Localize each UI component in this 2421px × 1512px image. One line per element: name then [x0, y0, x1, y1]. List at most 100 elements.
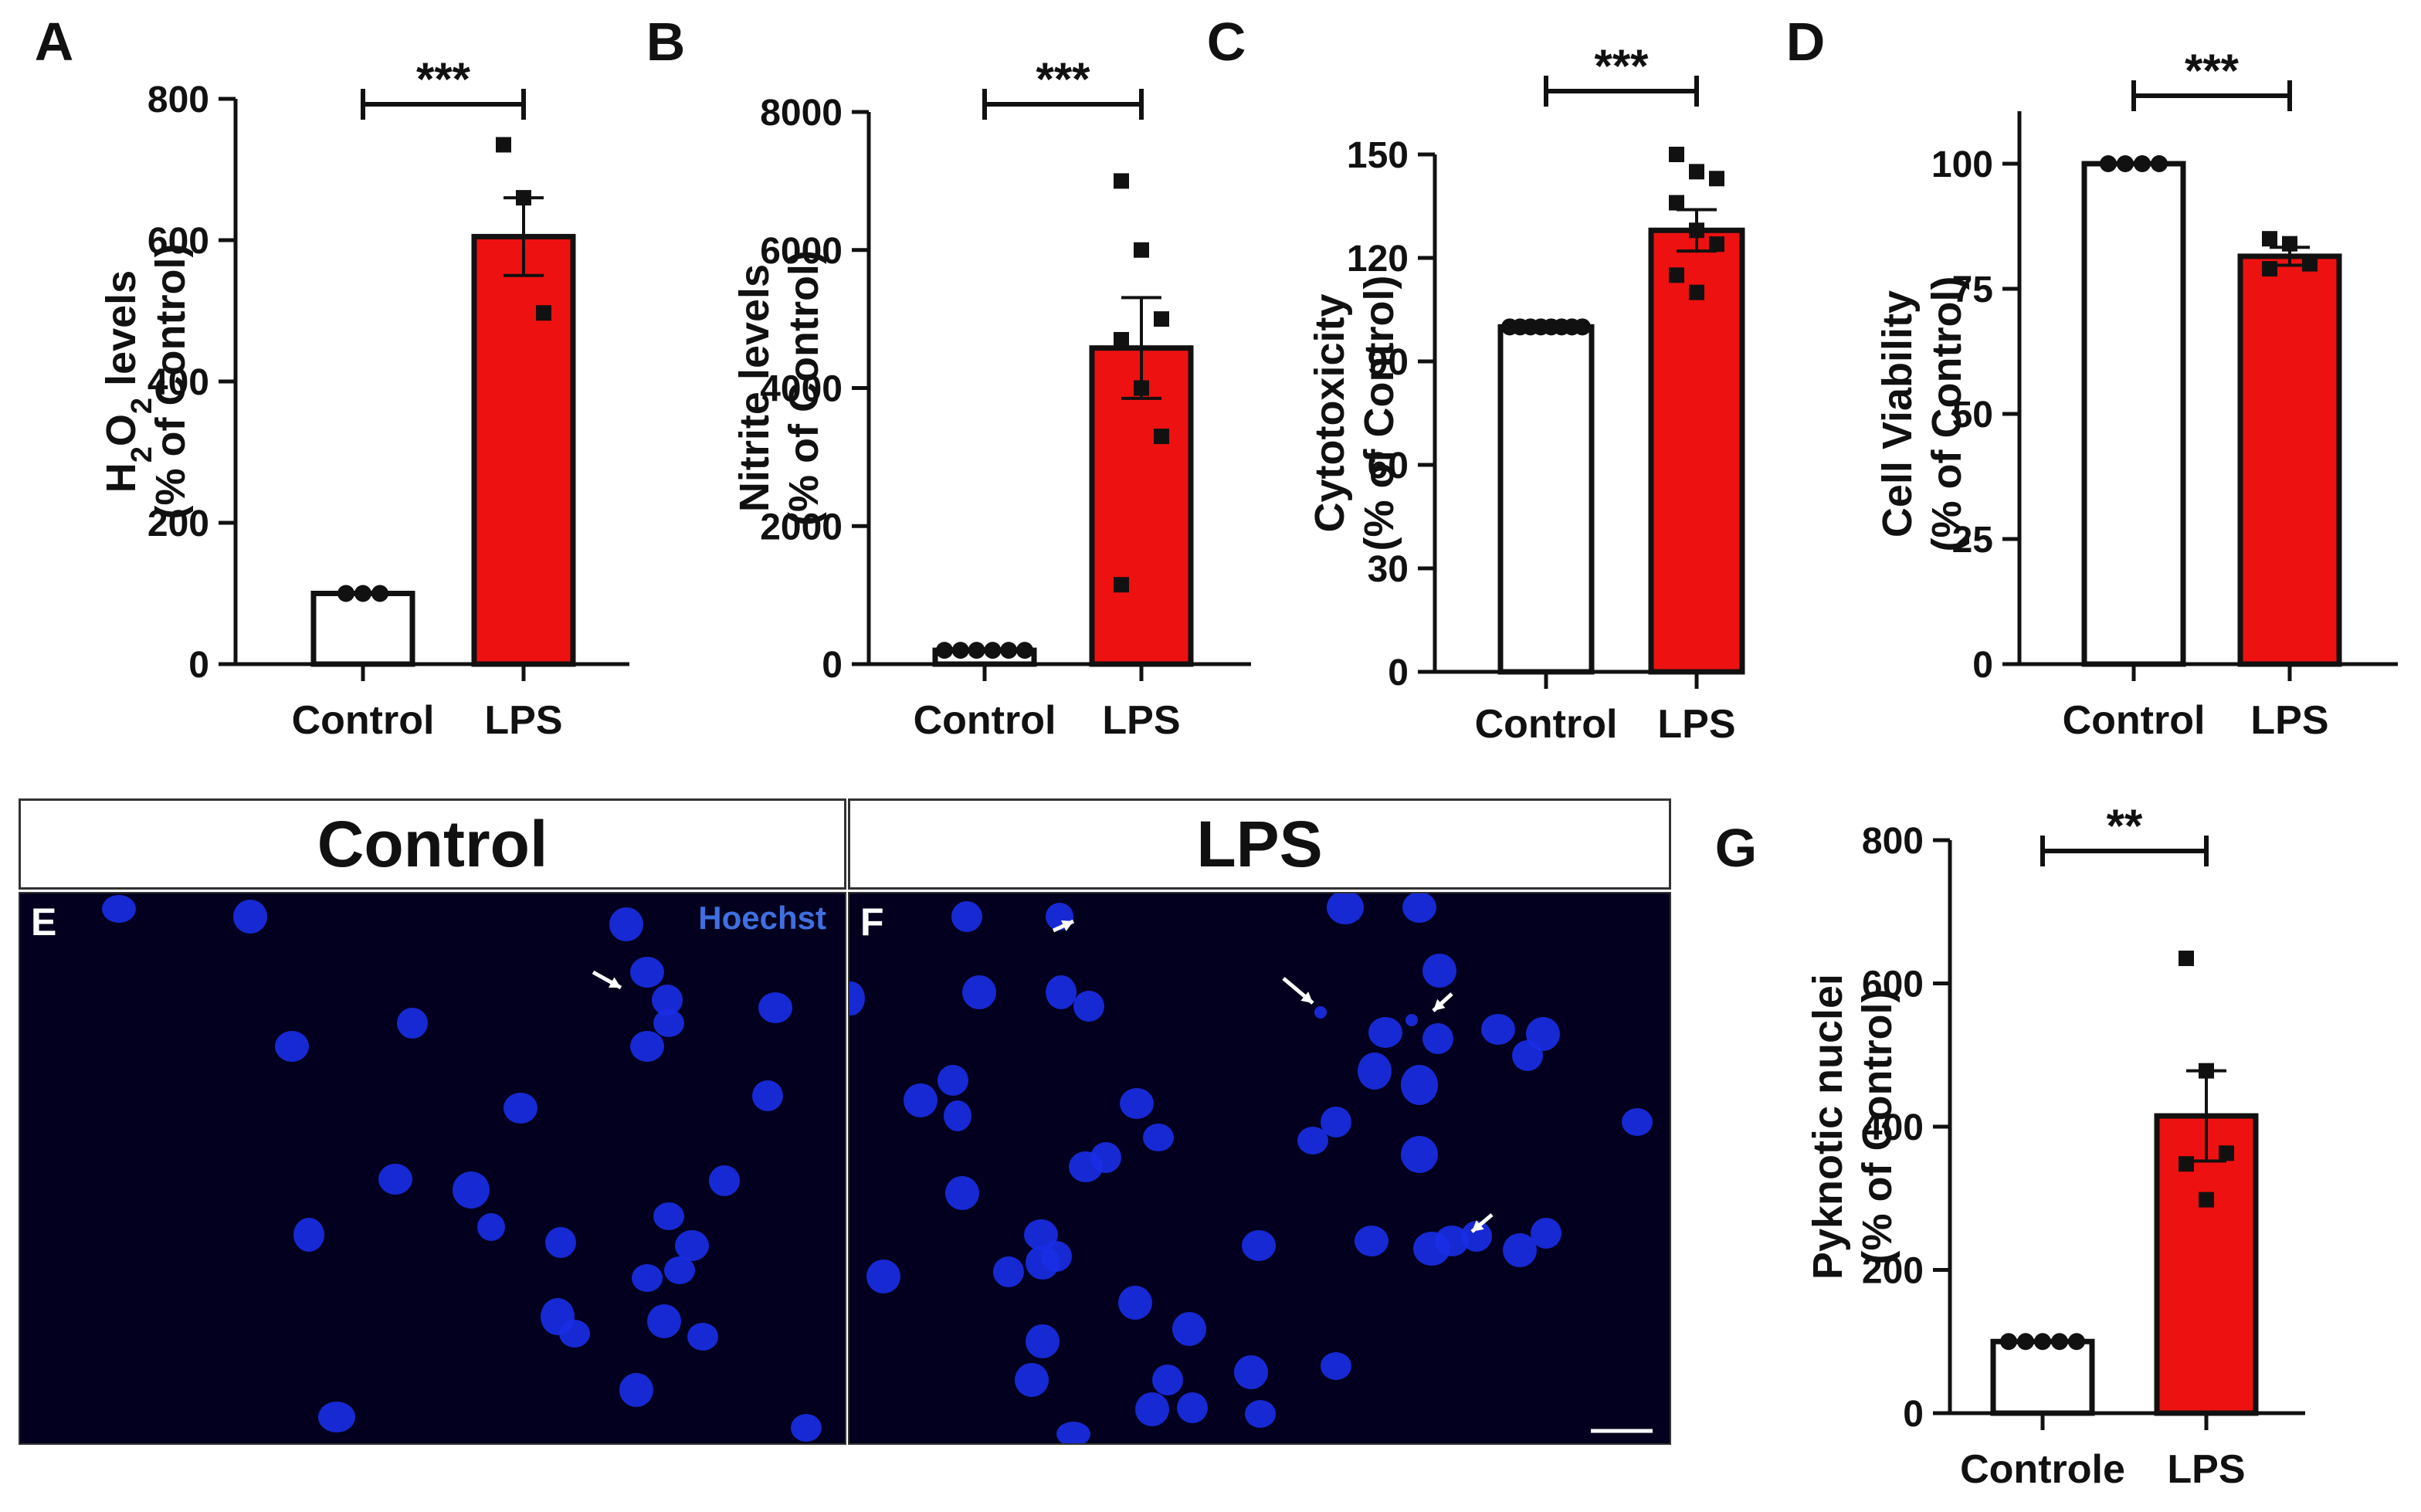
y-tick-label: 30: [1368, 549, 1409, 590]
data-point: [2199, 1063, 2214, 1079]
bar-lps: [1648, 227, 1745, 675]
y-tick-label: 90: [1368, 342, 1409, 383]
data-point: [2051, 1333, 2068, 1351]
nucleus: [1090, 1142, 1121, 1173]
nucleus: [938, 1065, 968, 1096]
micrograph-lps: F: [848, 892, 1671, 1445]
y-tick-label: 50: [1952, 395, 1993, 436]
arrow-head: [1433, 998, 1446, 1011]
nucleus: [1314, 1006, 1327, 1019]
data-point: [1134, 242, 1149, 258]
nucleus: [559, 1320, 590, 1348]
x-tick-label: LPS: [1102, 698, 1180, 743]
significance-label: ***: [1036, 53, 1090, 105]
data-point: [2179, 1156, 2194, 1172]
panel-letter: C: [1207, 12, 1246, 72]
data-point: [936, 642, 953, 659]
arrow-head: [1472, 1220, 1484, 1232]
chart-panel-g: G 0 200 400 600 800 Controle LPS ** Pyknotic nucl…: [1715, 800, 2305, 1492]
data-point: [337, 585, 354, 602]
nucleus: [1245, 1400, 1276, 1428]
y-tick-label: 200: [147, 503, 209, 544]
lps-header: LPS: [848, 798, 1671, 890]
y-tick-label: 200: [1862, 1251, 1924, 1292]
micrograph-lps-nuclei: [849, 893, 1653, 1443]
y-tick-label: 120: [1347, 239, 1409, 280]
nucleus: [1358, 1053, 1392, 1090]
nucleus: [1120, 1088, 1154, 1119]
y-tick-label: 150: [1347, 135, 1409, 176]
nucleus: [102, 895, 136, 923]
y-axis-title: Nitrite levels: [731, 264, 778, 512]
nucleus: [993, 1256, 1024, 1287]
y-tick-label: 25: [1952, 520, 1993, 561]
nucleus: [275, 1031, 309, 1062]
y-tick-label: 0: [1388, 653, 1409, 693]
x-tick-label: LPS: [2167, 1447, 2245, 1492]
bar-lps: [2237, 253, 2342, 667]
data-point: [1016, 642, 1033, 659]
nucleus: [1297, 1127, 1328, 1154]
nucleus: [675, 1230, 709, 1261]
data-point: [2179, 951, 2194, 967]
data-point: [2117, 155, 2134, 172]
y-tick-label: 800: [1862, 821, 1924, 862]
x-tick-label: Controle: [1960, 1447, 2125, 1492]
y-tick-label: 0: [1972, 645, 1993, 686]
nucleus: [453, 1171, 490, 1209]
y-tick-label: 600: [1862, 964, 1924, 1005]
data-point: [2034, 1333, 2051, 1351]
nucleus: [687, 1323, 718, 1351]
control-header: Control: [19, 798, 846, 890]
nucleus: [944, 1100, 971, 1131]
nucleus: [1368, 1017, 1402, 1048]
data-point: [1154, 429, 1169, 445]
x-tick-label: Control: [2063, 698, 2206, 743]
y-tick-label: 4000: [760, 369, 843, 410]
y-tick-label: 600: [147, 221, 209, 262]
arrow-head: [609, 977, 621, 988]
x-tick-label: LPS: [2250, 698, 2328, 743]
nucleus: [1401, 1065, 1438, 1105]
bar-control: [1497, 324, 1595, 675]
data-point: [1689, 164, 1704, 180]
panel-letter-e: E: [31, 900, 57, 944]
nucleus: [709, 1165, 740, 1196]
y-tick-label: 6000: [760, 231, 843, 272]
nucleus: [1402, 893, 1436, 923]
data-point: [1114, 577, 1129, 593]
data-point: [536, 305, 551, 321]
data-point: [984, 642, 1002, 659]
nucleus: [293, 1218, 324, 1252]
data-point: [1000, 642, 1018, 659]
data-point: [1154, 311, 1169, 327]
y-tick-label: 60: [1368, 446, 1409, 486]
data-point: [1689, 284, 1704, 300]
data-point: [2017, 1333, 2034, 1351]
x-tick-label: Control: [292, 698, 435, 743]
nucleus: [647, 1304, 681, 1338]
nucleus: [1015, 1363, 1049, 1397]
nucleus: [318, 1402, 355, 1432]
bar-control: [310, 591, 415, 667]
data-point: [1669, 195, 1684, 211]
nucleus: [1481, 1014, 1515, 1045]
data-point: [2219, 1145, 2234, 1161]
data-point: [2199, 1192, 2214, 1208]
panel-letter: B: [646, 12, 686, 72]
nucleus: [477, 1213, 505, 1241]
nucleus: [1321, 1107, 1351, 1137]
data-point: [1134, 380, 1149, 396]
nucleus: [1461, 1221, 1492, 1252]
data-point: [2262, 231, 2277, 247]
nucleus: [664, 1256, 695, 1284]
nucleus: [1172, 1312, 1206, 1346]
nucleus: [632, 1264, 663, 1292]
nucleus: [1073, 991, 1104, 1022]
micrograph-control: E Hoechst: [19, 892, 846, 1445]
y-axis-title: H2O2 levels: [98, 270, 158, 493]
nucleus: [1056, 1422, 1090, 1443]
data-point: [2068, 1333, 2085, 1351]
panel-letter: G: [1715, 818, 1757, 878]
nucleus: [609, 907, 643, 941]
